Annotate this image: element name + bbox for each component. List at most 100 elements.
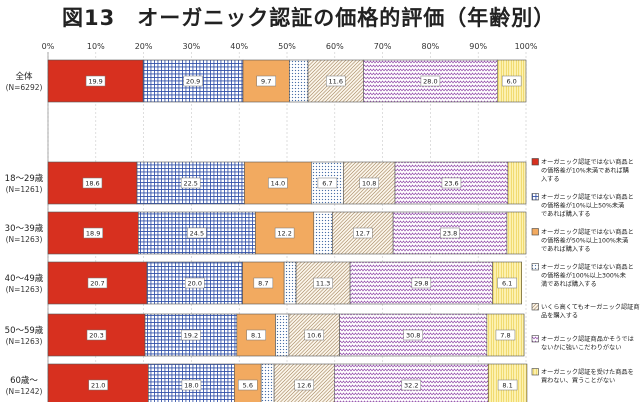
value-label: 10.6	[307, 331, 321, 339]
value-label: 11.3	[316, 279, 330, 287]
value-label-box	[326, 75, 346, 87]
legend-entry-line: の価格差が50%以上100%未満	[541, 237, 628, 245]
value-label: 7.8	[500, 331, 510, 339]
value-label-box	[83, 227, 103, 239]
bar-segment	[313, 211, 333, 255]
value-label-box	[238, 379, 258, 391]
bar-segment	[148, 363, 235, 402]
value-label-box	[246, 329, 266, 341]
category-label: 全体	[15, 71, 33, 82]
value-label-box	[313, 277, 333, 289]
legend-entry-line: の価格差が10%未満であれば購	[541, 167, 629, 175]
value-label-box	[256, 75, 276, 87]
value-label: 20.0	[188, 279, 202, 287]
x-tick-label: 100%	[515, 42, 538, 51]
value-label: 22.5	[183, 179, 197, 187]
x-tick-label: 10%	[87, 42, 105, 51]
value-label-box	[495, 329, 516, 341]
value-label: 12.6	[297, 381, 311, 389]
bar-segment	[283, 261, 297, 305]
value-label: 8.1	[502, 381, 512, 389]
legend-entry-line: オーガニック認証商品かそうでは	[541, 335, 634, 343]
legend-entry-line: 満であれば購入する	[541, 280, 597, 288]
value-label-box	[184, 277, 205, 289]
value-label-box	[501, 75, 522, 87]
value-label-box	[87, 277, 108, 289]
value-label-box	[401, 379, 422, 391]
value-label: 20.3	[89, 331, 103, 339]
legend-entry-line: 買わない、買うことがない	[541, 377, 615, 385]
category-sample-size: (N=1242)	[6, 387, 43, 396]
x-tick-label: 90%	[469, 42, 487, 51]
legend-swatch	[531, 263, 539, 271]
bar-segment	[507, 161, 527, 205]
legend-entry: オーガニック認証ではない商品との価格差が100%以上300%未満であれば購入する	[541, 263, 634, 288]
bar-segment	[236, 313, 276, 357]
bar-segment	[275, 313, 290, 357]
category-label: 18〜29歳	[5, 173, 44, 184]
bar-segment	[289, 59, 309, 103]
legend-entry-line: の価格差が100%以上300%未	[541, 272, 626, 280]
value-label: 32.2	[404, 381, 418, 389]
category-sample-size: (N=6292)	[6, 83, 43, 92]
value-label: 28.0	[423, 77, 437, 85]
value-label-box	[353, 227, 373, 239]
value-label-box	[403, 329, 423, 341]
legend-swatch	[531, 335, 539, 343]
value-label: 5.6	[243, 381, 253, 389]
value-label: 30.8	[406, 331, 420, 339]
legend-entry-line: 入する	[541, 176, 560, 183]
value-label-box	[187, 227, 207, 239]
legend-entry: オーガニック認証ではない商品との価格差が10%未満であれば購入する	[541, 158, 634, 183]
category-label: 50〜59歳	[5, 325, 44, 336]
legend-entry: オーガニック認証商品かそうではないかに強いこだわりがない	[541, 335, 634, 352]
category-sample-size: (N=1261)	[6, 185, 43, 194]
chart-title: 図13 オーガニック認証の価格的評価（年齢別）	[62, 6, 556, 30]
value-label-box	[88, 379, 108, 391]
value-label: 23.6	[444, 179, 458, 187]
bar-segment	[506, 211, 527, 255]
value-label-box	[441, 177, 462, 189]
value-label: 8.1	[251, 331, 261, 339]
value-label-box	[294, 379, 314, 391]
legend-swatch	[531, 368, 539, 376]
category-label: 40〜49歳	[5, 273, 44, 284]
value-label-box	[440, 227, 460, 239]
legend-swatch	[531, 303, 539, 311]
value-label: 29.8	[414, 279, 428, 287]
value-label-box	[85, 75, 106, 87]
value-label-box	[359, 177, 379, 189]
value-label: 21.0	[91, 381, 105, 389]
bar-segment	[260, 363, 275, 402]
legend-entry-line: であれば購入する	[541, 210, 590, 218]
value-label: 14.0	[271, 179, 285, 187]
value-label: 10.8	[362, 179, 376, 187]
legend-entry-line: オーガニック認証ではない商品と	[541, 263, 634, 271]
value-label-box	[304, 329, 324, 341]
category-label: 30〜39歳	[5, 223, 44, 234]
legend-entry-line: ないかに強いこだわりがない	[541, 344, 621, 352]
x-tick-label: 20%	[135, 42, 153, 51]
value-label-box	[82, 177, 103, 189]
value-label: 6.7	[322, 179, 332, 187]
value-label: 23.8	[443, 229, 457, 237]
category-sample-size: (N=1263)	[6, 235, 43, 244]
value-label-box	[497, 379, 518, 391]
legend-entry-line: いくら高くてもオーガニック認証商	[541, 303, 640, 311]
x-tick-label: 0%	[42, 42, 55, 51]
value-label-box	[317, 177, 338, 189]
legend-entry-line: オーガニック認証ではない商品と	[541, 158, 634, 166]
value-label: 6.0	[506, 77, 516, 85]
x-tick-label: 30%	[183, 42, 201, 51]
value-label: 9.7	[261, 77, 271, 85]
legend-entry-line: であれば購入する	[541, 245, 590, 253]
x-tick-label: 60%	[326, 42, 344, 51]
value-label: 20.7	[90, 279, 104, 287]
value-label-box	[180, 177, 201, 189]
value-label-box	[420, 75, 441, 87]
x-tick-label: 80%	[422, 42, 440, 51]
value-label-box	[253, 277, 274, 289]
value-label-box	[411, 277, 432, 289]
value-label: 19.9	[88, 77, 102, 85]
